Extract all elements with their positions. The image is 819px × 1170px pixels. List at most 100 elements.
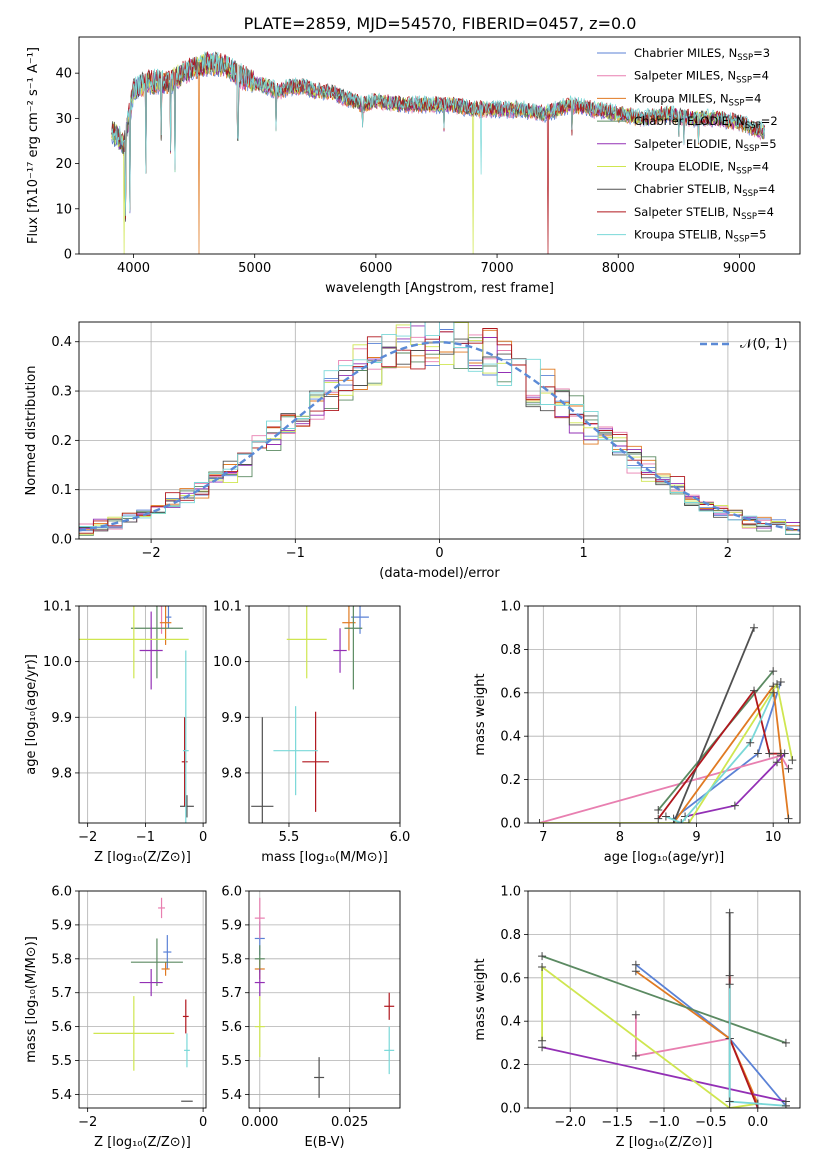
marker-kroupa_elodie (684, 819, 693, 823)
legend-label-kroupa_elodie: Kroupa ELODIE, NSSP=4 (634, 160, 769, 177)
y-axis-label: mass [log₁₀(M/M⊙)] (24, 936, 39, 1063)
weight_vs_age-lines (535, 623, 797, 823)
x-axis-label: wavelength [Angstrom, rest frame] (325, 281, 554, 296)
legend-label-kroupa_miles: Kroupa MILES, NSSP=4 (634, 91, 761, 108)
marker-salpeter_stelib (753, 1104, 762, 1108)
y-axis-label: Normed distribution (24, 366, 39, 496)
legend-count: =4 (752, 160, 769, 174)
x-tick-label: 2 (724, 546, 732, 561)
y-tick-label: 9.8 (221, 766, 242, 781)
marker-salpeter_miles (631, 1051, 640, 1060)
line-salpeter_elodie (684, 752, 786, 818)
y-tick-label: 0.4 (51, 335, 72, 350)
x-tick-label: 4000 (117, 261, 150, 276)
y-tick-label: 9.8 (51, 766, 72, 781)
y-tick-label: 5.8 (221, 952, 242, 967)
weight_vs_age-panel: 7 8 9 10 0.0 0.2 0.4 0.6 0.8 1.0 age [log₁₀(age/yr… (473, 600, 801, 865)
mass_vs_ebv-panel: 0.000 0.025 5.4 5.5 5.6 5.7 5.8 5.9 6.0 E(B-V) (221, 885, 401, 1150)
age_vs_mass-points (251, 606, 369, 823)
legend-count: =3 (753, 46, 770, 60)
y-tick-label: 0.0 (51, 533, 72, 548)
y-tick-label: 0.1 (51, 483, 72, 498)
y-tick-label: 5.5 (221, 1054, 242, 1069)
mass_vs_ebv-points (254, 897, 395, 1098)
x-tick-label: 10 (765, 830, 782, 845)
legend-label-salpeter_stelib: Salpeter STELIB, NSSP=4 (634, 205, 774, 222)
line-salpeter_elodie (541, 1046, 787, 1103)
x-axis-label: Z [log₁₀(Z/Z⊙)] (94, 1135, 191, 1150)
x-tick-label: −2 (78, 830, 97, 845)
marker-chabrier_elodie (781, 1038, 790, 1047)
x-tick-label: 0 (435, 546, 443, 561)
mass_vs_z-panel: −2 0 5.4 5.5 5.6 5.7 5.8 5.9 6.0 Z [log₁₀(Z/Z⊙)] m… (24, 885, 207, 1151)
x-tick-label: −1.0 (648, 1115, 680, 1130)
marker-kroupa_miles (631, 967, 640, 976)
axes-frame (527, 605, 801, 824)
legend-label-chabrier_stelib: Chabrier STELIB, NSSP=4 (634, 182, 775, 199)
y-tick-label: 10.0 (213, 655, 242, 670)
y-axis-label: mass weight (473, 673, 488, 755)
marker-chabrier_elodie (654, 805, 663, 814)
line-kroupa_elodie (539, 681, 794, 823)
y-tick-label: 0.0 (500, 1102, 521, 1117)
y-axis-label: age [log₁₀(age/yr)] (24, 654, 39, 775)
marker-salpeter_stelib (765, 749, 774, 758)
x-axis-label: mass [log₁₀(M/M⊙)] (261, 850, 388, 865)
legend-label-chabrier_miles: Chabrier MILES, NSSP=3 (634, 46, 770, 63)
x-tick-label: 7000 (481, 261, 514, 276)
legend-count: =5 (760, 137, 777, 151)
x-axis-label: E(B-V) (304, 1135, 344, 1150)
y-tick-label: 20 (55, 157, 72, 172)
legend-subscript: SSP (742, 189, 758, 199)
y-tick-label: 40 (55, 67, 72, 82)
legend-count: =5 (749, 228, 766, 242)
y-tick-label: 9.9 (221, 711, 242, 726)
legend-subscript: SSP (741, 212, 757, 222)
legend-label-chabrier_elodie: Chabrier ELODIE, NSSP=2 (634, 114, 778, 131)
x-axis-label: Z [log₁₀(Z/Z⊙)] (616, 1135, 713, 1150)
x-tick-label: 1 (580, 546, 588, 561)
y-tick-label: 10.1 (43, 600, 72, 615)
age_vs_z-panel: −2 −1 0 9.8 9.9 10.0 10.1 Z [log₁₀(Z/Z⊙)] age [l… (24, 600, 207, 866)
spectrum-series-kroupa_miles (111, 53, 765, 254)
marker-salpeter_stelib (725, 971, 734, 980)
x-axis-label: Z [log₁₀(Z/Z⊙)] (94, 850, 191, 865)
line-salpeter_stelib (728, 975, 759, 1108)
y-tick-label: 5.8 (51, 952, 72, 967)
legend-count: =4 (752, 69, 769, 83)
y-tick-label: 6.0 (221, 885, 242, 900)
x-tick-label: −0.5 (695, 1115, 727, 1130)
axes-frame (78, 36, 801, 255)
axes-frame (527, 890, 801, 1109)
marker-chabrier_stelib (750, 623, 759, 632)
legend-count: =4 (744, 91, 761, 105)
marker-salpeter_stelib (654, 814, 663, 823)
y-tick-label: 5.9 (51, 918, 72, 933)
x-tick-label: 0 (199, 830, 207, 845)
y-tick-label: 10.0 (43, 655, 72, 670)
legend-subscript: SSP (729, 98, 745, 108)
y-axis-label: mass weight (473, 958, 488, 1040)
weight_vs_z-lines (538, 908, 790, 1108)
y-tick-label: 5.6 (51, 1020, 72, 1035)
marker-kroupa_stelib (725, 980, 734, 989)
marker-kroupa_stelib (781, 1101, 790, 1108)
line-chabrier_elodie (541, 955, 787, 1044)
marker-salpeter_miles (784, 764, 793, 773)
spectrum-series-kroupa_elodie (111, 52, 765, 254)
age_vs_z-points (79, 606, 194, 823)
legend-subscript: SSP (736, 167, 752, 177)
marker-salpeter_elodie (730, 801, 739, 810)
mass_vs_z-points (93, 897, 193, 1102)
marker-chabrier_stelib (725, 908, 734, 917)
gaussian-curve (79, 340, 800, 532)
spectrum-series-salpeter_stelib (111, 51, 765, 254)
marker-chabrier_miles (753, 749, 762, 758)
line-kroupa_miles (672, 683, 790, 823)
y-tick-label: 5.6 (221, 1020, 242, 1035)
legend-subscript: SSP (745, 121, 761, 131)
y-tick-label: 0.8 (500, 928, 521, 943)
marker-salpeter_stelib (750, 686, 759, 695)
y-axis-label: Flux [fλ10⁻¹⁷ erg cm⁻² s⁻¹ A⁻¹] (26, 47, 41, 244)
